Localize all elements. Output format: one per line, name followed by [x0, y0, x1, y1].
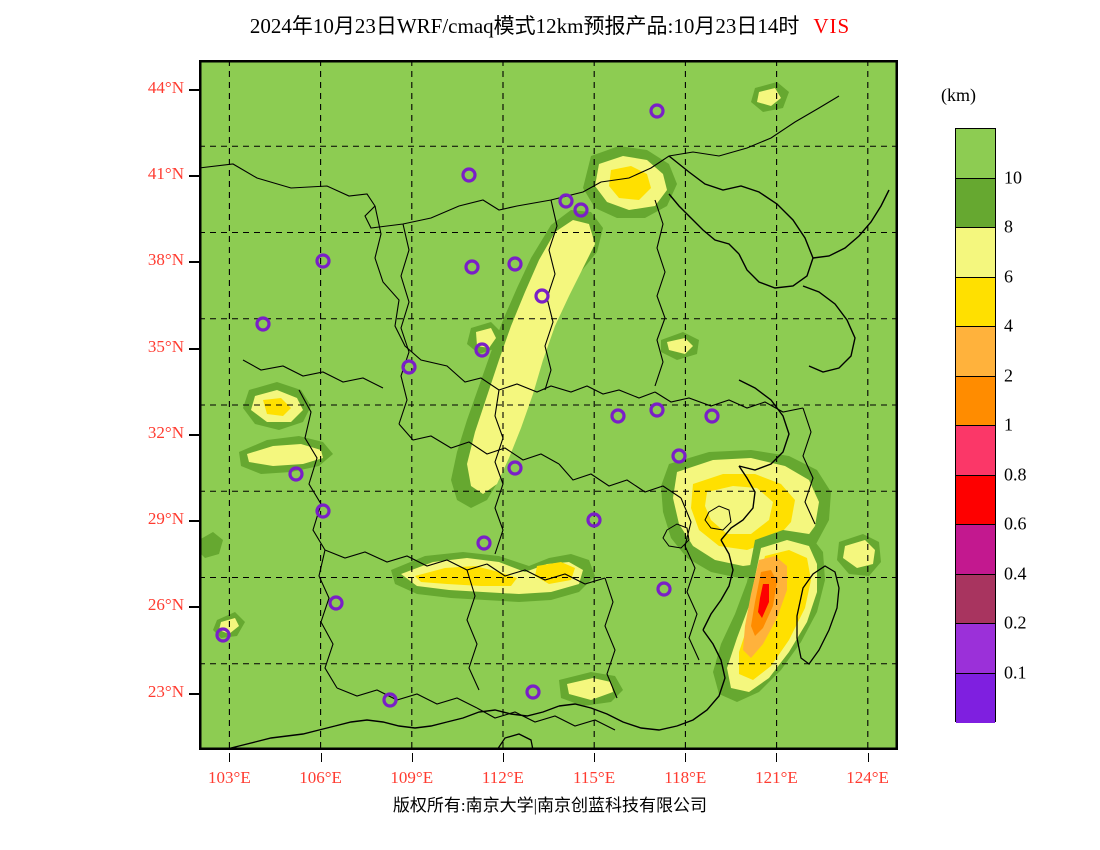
colorbar-band-10 [956, 624, 995, 674]
colorbar-band-3 [956, 277, 995, 327]
lat-label-23°N: 23°N [147, 681, 184, 701]
colorbar-tick-0.4: 0.4 [1004, 563, 1027, 583]
colorbar-tick-0.2: 0.2 [1004, 612, 1027, 633]
lat-tick-35°N [189, 347, 199, 350]
colorbar-band-11 [956, 673, 995, 723]
lon-tick-121°E [776, 753, 778, 762]
map-plot-area [199, 60, 898, 750]
lon-label-106°E: 106°E [299, 768, 342, 787]
lat-label-32°N: 32°N [147, 422, 184, 442]
visibility-contours [199, 82, 881, 706]
lat-tick-38°N [189, 261, 199, 264]
lon-label-124°E: 124°E [846, 768, 889, 787]
lon-tick-115°E [594, 753, 596, 762]
page-title: 2024年10月23日WRF/cmaq模式12km预报产品:10月23日14时 V… [0, 10, 1100, 40]
lon-tick-118°E [685, 753, 687, 762]
colorbar-tick-2: 2 [1004, 365, 1013, 385]
colorbar-band-7 [956, 475, 995, 525]
station-markers[interactable] [215, 103, 720, 708]
colorbar-tick-6: 6 [1004, 266, 1013, 286]
lat-label-29°N: 29°N [147, 509, 184, 528]
colorbar-tick-0.6: 0.6 [1004, 513, 1027, 534]
colorbar-tick-8: 8 [1004, 216, 1013, 237]
province-boundaries [199, 95, 840, 731]
colorbar-band-9 [956, 574, 995, 624]
title-variable: VIS [813, 14, 851, 38]
lat-tick-41°N [189, 175, 199, 177]
lat-tick-26°N [189, 606, 199, 609]
lon-tick-124°E [867, 753, 869, 762]
colorbar-unit-label: (km) [941, 85, 976, 105]
lat-tick-29°N [189, 520, 199, 522]
colorbar-band-5 [956, 376, 995, 426]
map-svg [199, 60, 898, 750]
lat-label-35°N: 35°N [147, 336, 184, 356]
copyright-footer: 版权所有:南京大学|南京创蓝科技有限公司 [392, 796, 708, 815]
lon-tick-112°E [502, 753, 504, 762]
coastline [222, 155, 890, 750]
lat-label-26°N: 26°N [147, 595, 184, 615]
lat-label-41°N: 41°N [147, 164, 184, 183]
lat-tick-23°N [189, 692, 199, 695]
colorbar-band-4 [956, 327, 995, 377]
lon-label-112°E: 112°E [481, 768, 524, 787]
colorbar-tick-0.1: 0.1 [1004, 662, 1027, 682]
colorbar-tick-10: 10 [1004, 167, 1022, 187]
colorbar-band-2 [956, 228, 995, 278]
lon-label-103°E: 103°E [208, 768, 251, 787]
lat-label-44°N: 44°N [147, 77, 184, 97]
lon-tick-106°E [320, 753, 322, 762]
title-text: 2024年10月23日WRF/cmaq模式12km预报产品:10月23日14时 [249, 14, 800, 38]
lat-tick-44°N [189, 88, 199, 91]
colorbar-tick-4: 4 [1004, 315, 1013, 336]
lon-tick-109°E [411, 753, 413, 762]
colorbar-tick-1: 1 [1004, 414, 1013, 435]
colorbar-tick-0.8: 0.8 [1004, 464, 1027, 484]
colorbar-band-6 [956, 426, 995, 476]
lat-label-38°N: 38°N [147, 250, 184, 270]
lat-tick-32°N [189, 433, 199, 436]
lon-tick-103°E [229, 753, 231, 762]
lon-label-121°E: 121°E [755, 768, 798, 787]
colorbar[interactable] [955, 128, 996, 723]
lon-label-118°E: 118°E [664, 768, 707, 787]
lon-label-115°E: 115°E [573, 768, 616, 787]
taiwan-island [796, 565, 840, 665]
colorbar-band-8 [956, 525, 995, 575]
hainan-island [496, 733, 534, 750]
colorbar-band-1 [956, 178, 995, 228]
colorbar-band-0 [956, 129, 995, 179]
lon-label-109°E: 109°E [390, 768, 434, 787]
